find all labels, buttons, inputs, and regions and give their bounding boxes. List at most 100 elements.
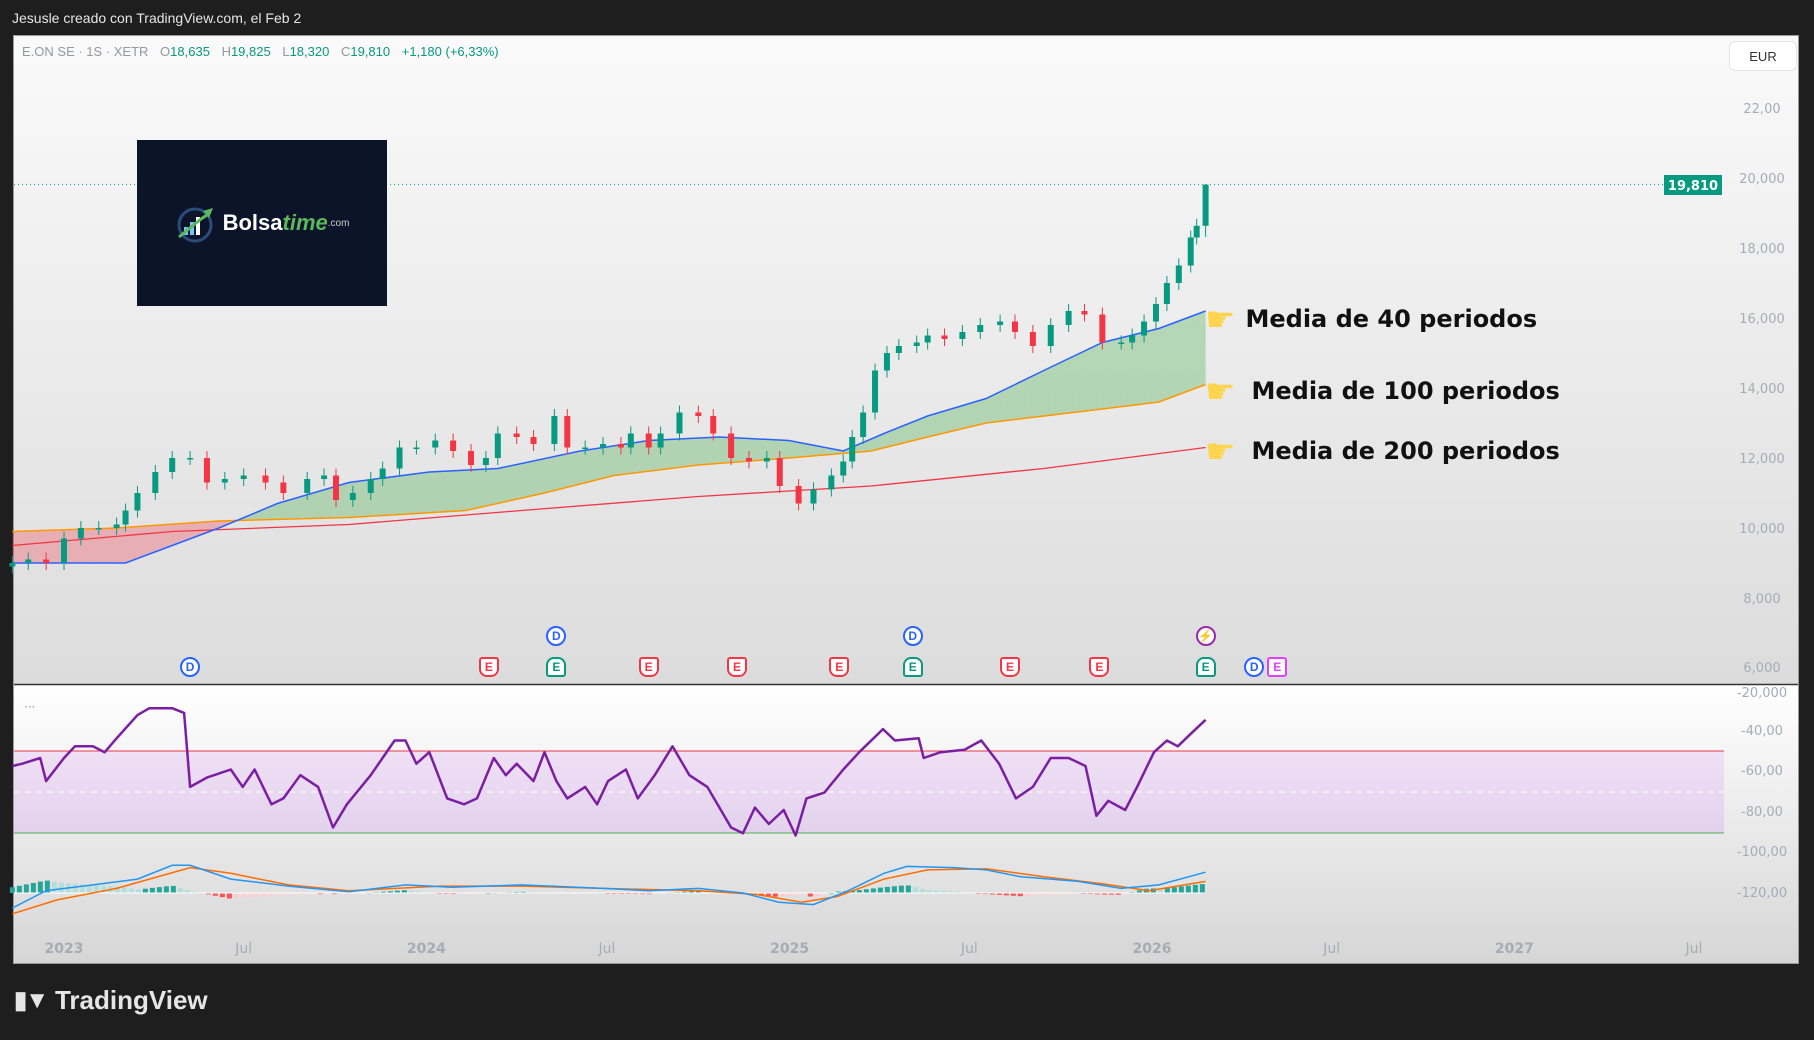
- ma-cloud-fill: [1002, 389, 1006, 422]
- macd-histogram-bar: [786, 893, 792, 896]
- ma-cloud-fill: [1188, 316, 1192, 391]
- candle-body: [997, 321, 1004, 325]
- ma-cloud-fill: [1137, 333, 1141, 405]
- ma-cloud-fill: [483, 469, 487, 507]
- macd-histogram-bar: [1003, 893, 1009, 896]
- dividend-marker[interactable]: D: [902, 626, 923, 646]
- currency-button[interactable]: EUR: [1729, 41, 1797, 71]
- macd-histogram-bar: [758, 893, 764, 896]
- ma-cloud-fill: [693, 438, 697, 466]
- ma-cloud-fill: [438, 471, 442, 513]
- earnings-marker[interactable]: E: [829, 657, 850, 677]
- ma-cloud-fill: [543, 458, 547, 494]
- ma-cloud-fill: [738, 437, 742, 462]
- annotation-text: Media de 100 periodos: [1251, 377, 1560, 405]
- ma-cloud-fill: [489, 468, 493, 506]
- ma-cloud-fill: [294, 497, 298, 519]
- ma-cloud-fill: [1047, 367, 1051, 416]
- ma-cloud-fill: [564, 453, 568, 488]
- dividend-marker[interactable]: D: [1244, 657, 1265, 677]
- earnings-marker[interactable]: E: [727, 657, 748, 677]
- ma-cloud-fill: [480, 469, 484, 508]
- annotation-text: Media de 200 periodos: [1251, 437, 1560, 465]
- symbol-legend[interactable]: E.ON SE · 1S · XETR O18,635 H19,825 L18,…: [22, 44, 507, 59]
- ma-cloud-fill: [282, 501, 286, 520]
- ma-cloud-fill: [1050, 365, 1054, 416]
- ma-cloud-fill: [159, 524, 163, 551]
- ma-cloud-fill: [1191, 315, 1195, 390]
- macd-histogram-bar: [807, 893, 813, 897]
- ma-cloud-fill: [636, 441, 640, 473]
- ma-cloud-fill: [645, 440, 649, 472]
- earnings-marker[interactable]: E: [1089, 657, 1110, 677]
- ma-cloud-fill: [933, 413, 937, 436]
- earnings-marker[interactable]: E: [1000, 657, 1021, 677]
- open-label: O: [160, 44, 171, 59]
- chart-panel[interactable]: [13, 35, 1799, 964]
- macd-histogram-bar: [401, 890, 407, 893]
- logo-suffix: .com: [327, 217, 350, 229]
- ma-cloud-fill: [1077, 353, 1081, 412]
- ma40-line: [12, 310, 1206, 564]
- ma-cloud-fill: [105, 528, 109, 563]
- ma-cloud-fill: [1125, 336, 1129, 407]
- ma-cloud-fill: [1032, 374, 1036, 418]
- price-tick: 14,000: [1739, 382, 1785, 397]
- ma-cloud-fill: [465, 470, 469, 511]
- ma-cloud-fill: [408, 474, 412, 514]
- ma-cloud-fill: [585, 449, 589, 483]
- ma-cloud-fill: [468, 469, 472, 510]
- macd-histogram-bar: [380, 891, 386, 893]
- ma-cloud-fill: [798, 442, 802, 458]
- ma-cloud-fill: [900, 425, 904, 444]
- pointing-hand-icon: ☛: [1205, 372, 1236, 412]
- earnings-marker[interactable]: E: [546, 657, 567, 677]
- ma-cloud-fill: [624, 443, 628, 475]
- earnings-marker[interactable]: E: [1267, 657, 1288, 677]
- candle-body: [25, 559, 32, 563]
- ma-cloud-fill: [279, 502, 283, 520]
- ma-cloud-fill: [327, 487, 331, 519]
- candle-body: [187, 458, 194, 460]
- ma-cloud-fill: [594, 448, 598, 481]
- ma-cloud-fill: [870, 438, 874, 452]
- earnings-marker[interactable]: E: [478, 657, 499, 677]
- ma-cloud-fill: [117, 527, 121, 563]
- ma-cloud-fill: [882, 432, 886, 449]
- candle-body: [676, 412, 683, 434]
- news-flash-marker[interactable]: ⚡: [1195, 626, 1216, 646]
- indicator-menu-icon[interactable]: ···: [24, 700, 36, 714]
- ma-cloud-fill: [1164, 325, 1168, 400]
- earnings-marker[interactable]: E: [638, 657, 659, 677]
- ma-cloud-fill: [165, 524, 169, 549]
- ma-cloud-fill: [150, 525, 154, 554]
- candle-body: [1193, 225, 1200, 238]
- price-pane[interactable]: [14, 36, 1798, 684]
- macd-histogram-bar: [835, 891, 841, 893]
- ma-cloud-fill: [744, 438, 748, 462]
- dividend-marker[interactable]: D: [546, 626, 567, 646]
- ma-cloud-fill: [918, 418, 922, 440]
- ma-cloud-fill: [69, 529, 73, 563]
- ma-cloud-fill: [960, 405, 964, 430]
- earnings-marker[interactable]: E: [1195, 657, 1216, 677]
- macd-histogram-bar: [240, 893, 246, 898]
- earnings-marker[interactable]: E: [902, 657, 923, 677]
- ma-cloud-fill: [315, 491, 319, 519]
- ma-cloud-fill: [435, 471, 439, 513]
- ma-cloud-fill: [825, 447, 829, 455]
- ma-cloud-fill: [57, 529, 61, 563]
- dividend-marker[interactable]: D: [180, 657, 201, 677]
- ma-cloud-fill: [606, 446, 610, 478]
- ma-cloud-fill: [1149, 330, 1153, 404]
- ma-cloud-fill: [123, 527, 127, 563]
- ma-cloud-fill: [180, 523, 184, 543]
- ma-cloud-fill: [1056, 363, 1060, 415]
- ma-cloud-fill: [405, 474, 409, 515]
- time-axis-tick: 2026: [1133, 941, 1172, 957]
- macd-histogram-bar: [695, 890, 701, 893]
- ma-cloud-fill: [387, 477, 391, 516]
- ma-cloud-fill: [975, 400, 979, 426]
- ma-cloud-fill: [516, 463, 520, 500]
- price-tick: 6,000: [1743, 661, 1780, 676]
